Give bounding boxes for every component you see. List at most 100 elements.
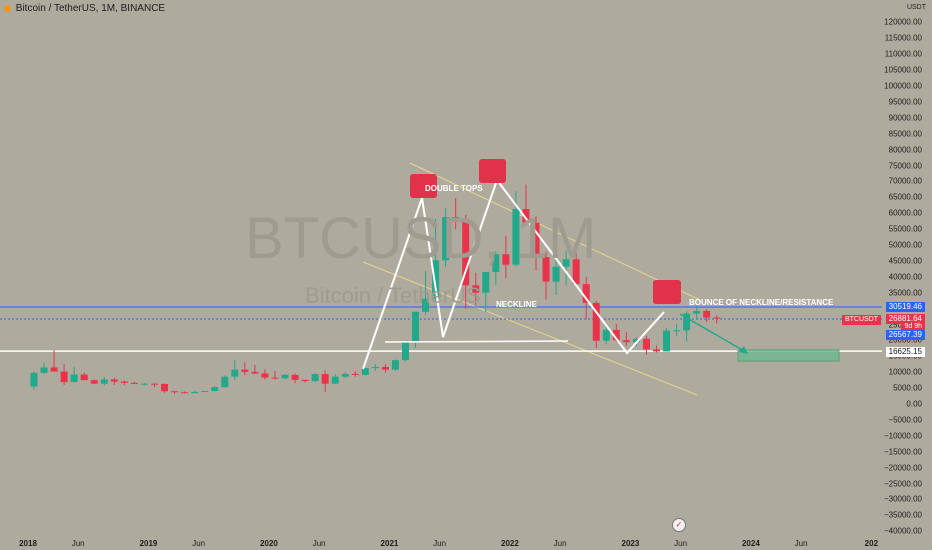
candle-down xyxy=(642,338,650,350)
watermark-symbol: BTCUSD, 1M xyxy=(245,206,597,271)
candle-up xyxy=(361,368,369,375)
candle-up xyxy=(281,374,289,379)
resistance-price-tag: 30519.46 xyxy=(885,302,925,312)
y-tick-label: 105000.00 xyxy=(884,65,922,75)
candle-down xyxy=(532,222,540,258)
y-tick-label: 50000.00 xyxy=(888,240,922,250)
candle-down xyxy=(60,371,68,383)
y-tick-label: 65000.00 xyxy=(888,192,922,202)
x-tick-label: 2018 xyxy=(19,539,37,548)
projection-arrow-line xyxy=(679,313,747,353)
x-tick-label: 2020 xyxy=(260,539,278,548)
candle-down xyxy=(713,317,721,319)
y-tick-label: −30000.00 xyxy=(883,494,922,504)
candle-up xyxy=(422,298,430,312)
watermark-name: Bitcoin / TetherUS xyxy=(305,283,481,308)
x-tick-label: Jun xyxy=(192,539,206,548)
neckline-line xyxy=(384,340,569,343)
candle-up xyxy=(140,383,148,385)
double-top-marker-1 xyxy=(410,174,437,198)
candle-down xyxy=(572,259,580,285)
bounce-label: BOUNCE OF NECKLINE/RESISTANCE xyxy=(689,298,834,307)
candle-down xyxy=(542,257,550,282)
candle-down xyxy=(251,371,259,374)
candle-down xyxy=(592,302,600,341)
candle-up xyxy=(683,313,691,331)
candle-down xyxy=(652,349,660,352)
candle-down xyxy=(150,383,158,385)
candle-up xyxy=(632,338,640,343)
y-tick-label: 95000.00 xyxy=(888,97,922,107)
double-tops-label: DOUBLE TOPS xyxy=(425,184,483,193)
candle-down xyxy=(703,310,711,318)
y-tick-label: −20000.00 xyxy=(883,463,922,473)
candle-down xyxy=(582,284,590,303)
candle-up xyxy=(552,266,560,282)
mid-price-tag: 26567.39 xyxy=(885,330,925,340)
candle-up xyxy=(40,367,48,373)
support-price-tag: 16625.15 xyxy=(885,347,925,357)
y-tick-label: 100000.00 xyxy=(884,81,922,91)
candle-down xyxy=(110,379,118,382)
candle-up xyxy=(100,379,108,384)
candle-up xyxy=(663,330,671,352)
candle-up xyxy=(311,374,319,382)
y-tick-label: −10000.00 xyxy=(883,431,922,441)
candle-up xyxy=(221,376,229,388)
candle-down xyxy=(321,374,329,384)
candle-down xyxy=(181,392,189,394)
candle-up xyxy=(341,373,349,377)
x-tick-label: 2021 xyxy=(380,539,399,548)
y-tick-label: 10000.00 xyxy=(888,367,922,377)
double-top-marker-2 xyxy=(479,159,506,183)
candle-down xyxy=(241,369,249,372)
candle-down xyxy=(612,329,620,341)
channel-lower-line xyxy=(362,261,698,396)
candle-down xyxy=(351,373,359,375)
candle-up xyxy=(401,341,409,361)
candle-down xyxy=(130,382,138,384)
tradingview-logo-icon[interactable]: ✓ xyxy=(672,518,686,532)
candle-down xyxy=(161,383,169,392)
candle-up xyxy=(432,260,440,299)
candle-down xyxy=(522,209,530,223)
y-tick-label: 0.00 xyxy=(906,399,922,409)
candle-down xyxy=(502,254,510,265)
candle-up xyxy=(191,391,199,394)
current-price-tag: 26881.64 xyxy=(885,314,925,324)
y-tick-label: −25000.00 xyxy=(883,479,922,488)
x-tick-label: Jun xyxy=(794,539,808,548)
x-tick-label: 2024 xyxy=(741,539,760,548)
y-tick-label: 120000.00 xyxy=(884,17,922,27)
candle-down xyxy=(261,373,269,378)
candle-up xyxy=(602,329,610,341)
candle-up xyxy=(412,311,420,342)
y-tick-label: 20000.00 xyxy=(888,335,922,345)
candle-up xyxy=(211,387,219,391)
candle-up xyxy=(231,369,239,377)
candle-down xyxy=(452,217,460,221)
candle-up xyxy=(512,209,520,265)
y-tick-label: 5000.00 xyxy=(893,383,922,393)
candle-up xyxy=(391,360,399,370)
y-tick-label: −15000.00 xyxy=(883,447,922,457)
bounce-marker xyxy=(653,280,681,304)
candle-up xyxy=(30,372,38,387)
y-tick-label: −5000.00 xyxy=(888,415,922,425)
candle-down xyxy=(291,374,299,380)
y-tick-label: 60000.00 xyxy=(888,208,922,218)
y-tick-label: −40000.00 xyxy=(883,526,922,536)
currency-label: USDT xyxy=(906,4,926,11)
chart-title: Bitcoin / TetherUS, 1M, BINANCE xyxy=(15,3,166,14)
x-tick-label: 2019 xyxy=(139,539,158,548)
target-zone-box xyxy=(737,349,840,362)
y-tick-label: 115000.00 xyxy=(884,33,922,43)
y-tick-label: 85000.00 xyxy=(888,129,922,139)
y-tick-label: 110000.00 xyxy=(884,49,922,59)
y-tick-label: 80000.00 xyxy=(888,145,922,155)
x-tick-label: Jun xyxy=(433,539,447,548)
y-tick-label: −35000.00 xyxy=(883,510,922,520)
candle-up xyxy=(492,254,500,273)
y-tick-label: 75000.00 xyxy=(888,161,922,170)
